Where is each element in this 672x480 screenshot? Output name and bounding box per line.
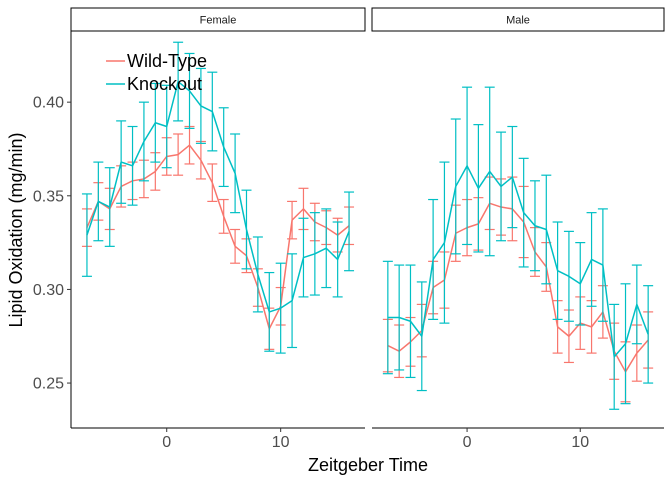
y-tick-label: 0.40 — [33, 95, 64, 112]
legend: Wild-Type Knockout — [106, 51, 207, 94]
legend-label-knockout: Knockout — [127, 74, 202, 94]
panel-male — [382, 86, 654, 410]
x-axis-title: Zeitgeber Time — [308, 455, 428, 475]
y-tick-label: 0.35 — [33, 188, 64, 205]
panel-female — [81, 41, 355, 354]
series-line-male-knockout — [387, 165, 649, 358]
y-tick-label: 0.25 — [33, 376, 64, 393]
y-axis-title: Lipid Oxidation (mg/min) — [6, 132, 26, 327]
legend-label-wild-type: Wild-Type — [127, 51, 207, 71]
strip-label-male: Male — [506, 15, 530, 27]
y-tick-label: 0.30 — [33, 282, 64, 299]
series-female-knockout — [81, 41, 355, 354]
series-line-male-wild-type — [387, 202, 649, 373]
strip-box-male — [371, 7, 665, 32]
x-tick-label: 0 — [463, 434, 472, 451]
axes: 0.25 0.30 0.35 0.40 0 10 0 10 — [33, 95, 589, 451]
x-tick-label: 10 — [272, 434, 290, 451]
series-line-female-wild-type — [86, 144, 350, 330]
series-line-female-knockout — [86, 80, 350, 313]
strip-box-female — [70, 7, 366, 32]
x-tick-label: 10 — [571, 434, 589, 451]
x-tick-label: 0 — [162, 434, 171, 451]
series-male-knockout — [382, 86, 654, 410]
strip-label-female: Female — [200, 15, 237, 27]
